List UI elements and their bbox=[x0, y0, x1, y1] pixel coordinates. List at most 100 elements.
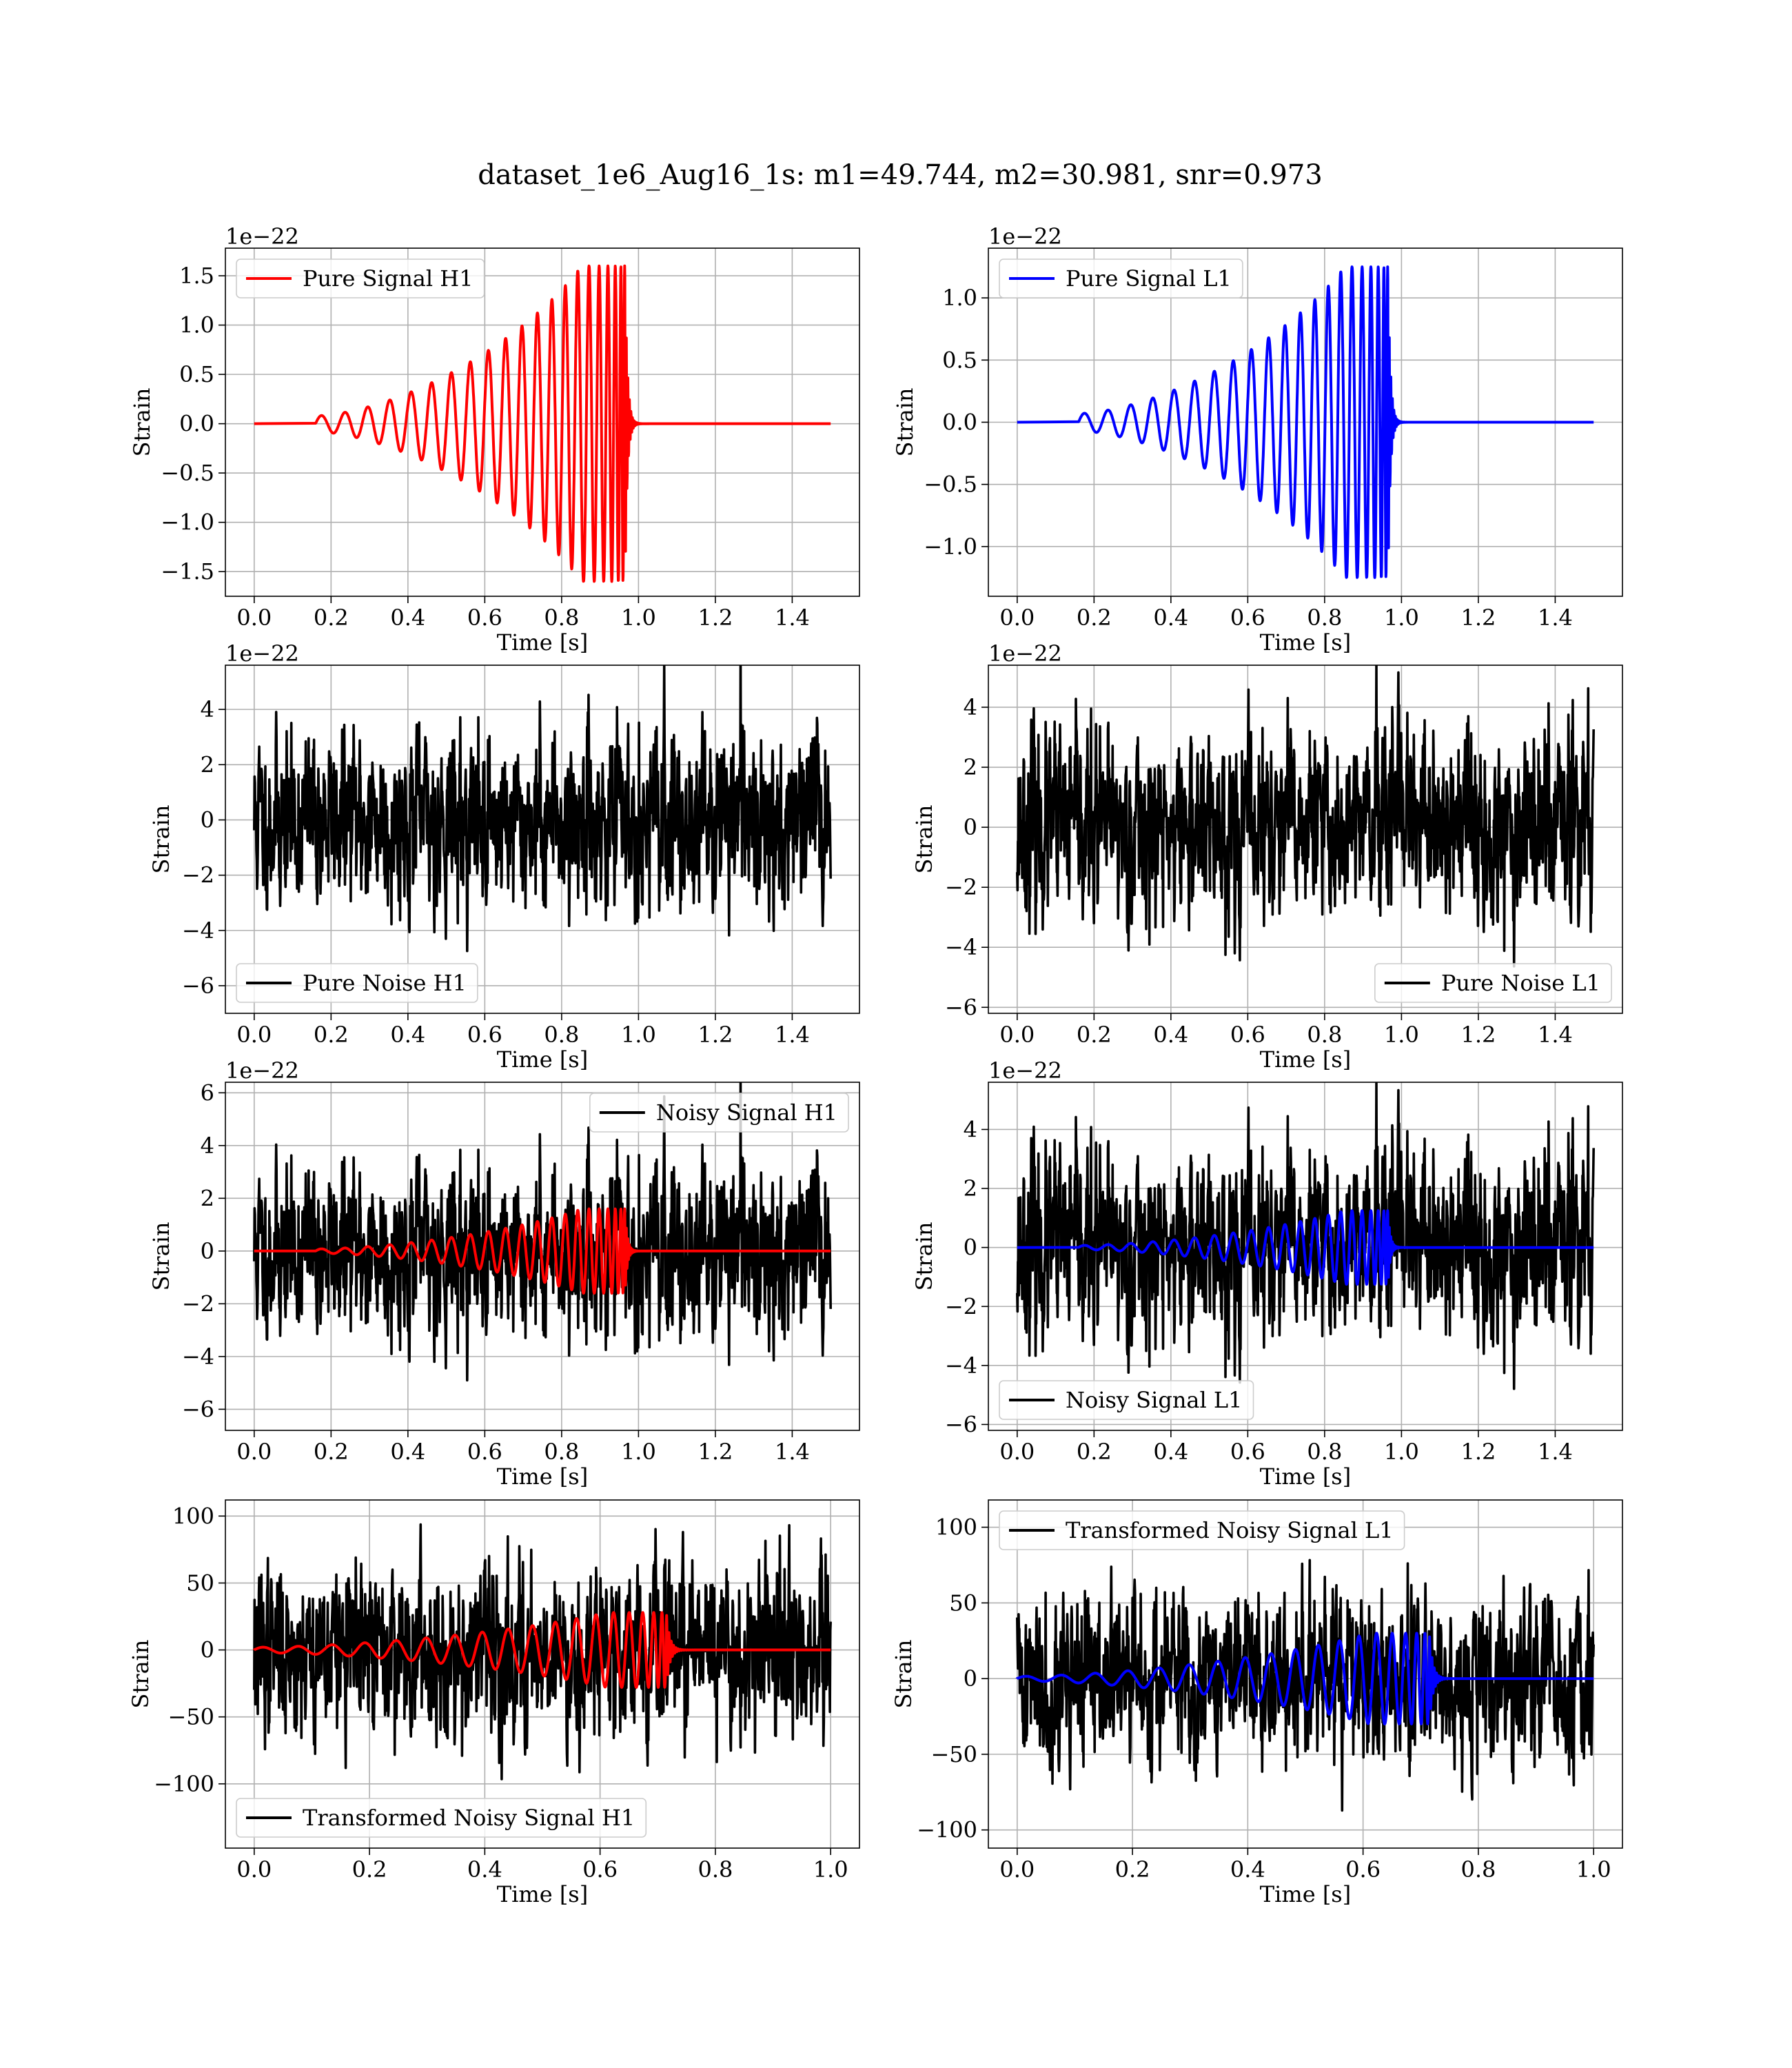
y-tick-label: −2 bbox=[945, 1293, 977, 1319]
x-tick-label: 0.4 bbox=[467, 1856, 502, 1883]
legend: Transformed Noisy Signal L1 bbox=[999, 1510, 1405, 1550]
x-axis-label: Time [s] bbox=[497, 1046, 588, 1073]
x-tick-label: 0.0 bbox=[236, 1439, 272, 1465]
y-tick-label: 50 bbox=[186, 1570, 214, 1596]
x-tick-label: 0.4 bbox=[390, 1022, 425, 1048]
pure-signal-l1-panel: 0.0 0.2 0.4 0.6 0.8 1.0 1.2 1.4 −1.0 −0.5 0.0 0.5 1.… bbox=[892, 223, 1623, 656]
y-axis-label: Strain bbox=[128, 1640, 154, 1709]
legend-box bbox=[236, 1798, 647, 1838]
y-tick-label: −2 bbox=[182, 862, 214, 889]
y-tick-label: 1.5 bbox=[179, 263, 214, 289]
axes-frame bbox=[988, 665, 1623, 1014]
x-tick-label: 0.8 bbox=[544, 605, 579, 631]
y-tick-label: −50 bbox=[930, 1741, 977, 1767]
y-tick-label: 50 bbox=[949, 1590, 977, 1616]
series-group bbox=[252, 1523, 832, 1781]
x-tick-label: 0.6 bbox=[1230, 1439, 1265, 1465]
legend: Pure Signal H1 bbox=[236, 258, 485, 298]
y-tick-label: −50 bbox=[167, 1704, 214, 1730]
axes-frame bbox=[225, 665, 860, 1014]
legend: Noisy Signal L1 bbox=[999, 1380, 1254, 1420]
x-tick-label: 1.0 bbox=[1384, 605, 1419, 631]
x-tick-label: 1.2 bbox=[1460, 605, 1496, 631]
series-group bbox=[253, 1082, 832, 1382]
x-tick-label: 1.0 bbox=[813, 1856, 848, 1883]
series-line-chirp-overlay bbox=[1017, 1209, 1595, 1286]
y-tick-label: 2 bbox=[964, 754, 977, 780]
legend-label: Noisy Signal H1 bbox=[656, 1099, 837, 1126]
y-tick-label: −4 bbox=[182, 918, 214, 944]
y-axis-label: Strain bbox=[892, 388, 918, 457]
x-tick-label: 0.6 bbox=[467, 605, 502, 631]
x-tick-label: 0.0 bbox=[236, 1856, 272, 1883]
y-tick-label: −6 bbox=[182, 1396, 214, 1422]
x-tick-label: 1.4 bbox=[1538, 1022, 1573, 1048]
y-tick-label: −4 bbox=[182, 1344, 214, 1370]
legend-box bbox=[236, 258, 485, 298]
x-axis-label: Time [s] bbox=[1260, 1881, 1351, 1907]
x-axis-label: Time [s] bbox=[1260, 1046, 1351, 1073]
x-tick-label: 1.4 bbox=[1538, 605, 1573, 631]
y-axis-label: Strain bbox=[911, 1222, 937, 1291]
x-tick-label: 1.2 bbox=[1460, 1439, 1496, 1465]
y-tick-label: 4 bbox=[201, 1133, 214, 1159]
y-axis-label: Strain bbox=[890, 1640, 917, 1709]
noisy-signal-h1-panel: 0.0 0.2 0.4 0.6 0.8 1.0 1.2 1.4 −6 −4 −2 0 2 4 6 Time [… bbox=[148, 1057, 860, 1490]
y-axis-label: Strain bbox=[911, 805, 937, 874]
x-tick-label: 0.4 bbox=[390, 605, 425, 631]
legend: Pure Signal L1 bbox=[999, 258, 1243, 298]
y-tick-label: −1.5 bbox=[161, 558, 214, 585]
x-tick-label: 0.6 bbox=[467, 1439, 502, 1465]
x-tick-label: 0.8 bbox=[1307, 1439, 1342, 1465]
y-tick-label: 2 bbox=[964, 1175, 977, 1202]
x-tick-label: 0.6 bbox=[1230, 1022, 1265, 1048]
y-tick-label: −1.0 bbox=[161, 509, 214, 536]
y-axis-label: Strain bbox=[129, 388, 155, 457]
x-tick-label: 1.0 bbox=[621, 1439, 656, 1465]
x-tick-label: 0.2 bbox=[1115, 1856, 1150, 1883]
x-tick-label: 0.0 bbox=[236, 605, 272, 631]
x-tick-label: 0.4 bbox=[390, 1439, 425, 1465]
legend-label: Transformed Noisy Signal L1 bbox=[1066, 1517, 1394, 1543]
series-line-chirp-overlay bbox=[254, 1207, 832, 1295]
x-tick-label: 1.0 bbox=[621, 1022, 656, 1048]
y-tick-label: 4 bbox=[964, 1116, 977, 1142]
x-tick-label: 0.8 bbox=[1307, 1022, 1342, 1048]
axes-frame bbox=[225, 247, 860, 597]
x-tick-label: 1.2 bbox=[1460, 1022, 1496, 1048]
y-tick-label: 0.0 bbox=[179, 411, 214, 437]
series-line-chirp-overlay bbox=[1015, 1632, 1595, 1725]
x-tick-label: 0.2 bbox=[314, 605, 349, 631]
legend-box bbox=[999, 258, 1243, 298]
legend-label: Transformed Noisy Signal H1 bbox=[303, 1805, 635, 1831]
x-axis-label: Time [s] bbox=[497, 1881, 588, 1907]
series-group bbox=[253, 665, 832, 953]
series-line-chirp-overlay bbox=[252, 1611, 832, 1689]
x-tick-label: 0.0 bbox=[999, 605, 1035, 631]
x-tick-label: 0.0 bbox=[999, 1439, 1035, 1465]
legend-box bbox=[589, 1093, 849, 1133]
series-line-transformed-noisy-signal-l1 bbox=[1016, 1559, 1595, 1812]
x-tick-label: 1.0 bbox=[1384, 1439, 1419, 1465]
y-tick-label: 0 bbox=[964, 814, 977, 840]
x-tick-label: 0.8 bbox=[544, 1022, 579, 1048]
legend-box bbox=[999, 1510, 1405, 1550]
series-line-noisy-signal-l1 bbox=[1016, 1082, 1595, 1390]
x-tick-label: 1.2 bbox=[698, 1439, 733, 1465]
y-tick-label: 1.0 bbox=[942, 285, 977, 311]
y-tick-label: 0 bbox=[964, 1235, 977, 1261]
legend: Noisy Signal H1 bbox=[589, 1093, 849, 1133]
axis-offset-text: 1e−22 bbox=[225, 223, 299, 250]
x-tick-label: 1.0 bbox=[1384, 1022, 1419, 1048]
x-tick-label: 0.8 bbox=[1307, 605, 1342, 631]
y-tick-label: 4 bbox=[964, 694, 977, 720]
axis-offset-text: 1e−22 bbox=[988, 640, 1062, 667]
legend-box bbox=[1374, 963, 1612, 1003]
x-tick-label: 0.4 bbox=[1230, 1856, 1265, 1883]
series-line-pure-signal-l1 bbox=[1017, 265, 1595, 579]
x-tick-label: 0.4 bbox=[1153, 1022, 1188, 1048]
y-tick-label: −6 bbox=[182, 973, 214, 999]
axes-frame bbox=[225, 1082, 860, 1431]
y-tick-label: 0 bbox=[201, 1637, 214, 1663]
